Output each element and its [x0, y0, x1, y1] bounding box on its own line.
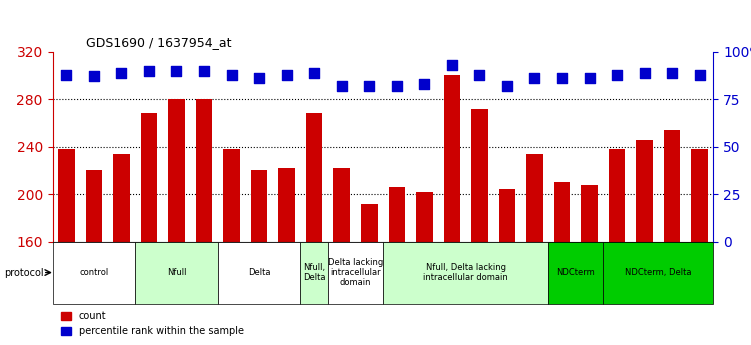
Point	[418, 81, 430, 87]
Text: GDS1690 / 1637954_at: GDS1690 / 1637954_at	[86, 36, 231, 49]
Bar	[279, 168, 295, 345]
Text: Nfull, Delta lacking
intracellular domain: Nfull, Delta lacking intracellular domai…	[424, 263, 508, 282]
Point	[225, 72, 237, 77]
FancyBboxPatch shape	[548, 241, 603, 304]
Point	[336, 83, 348, 89]
Point	[694, 72, 706, 77]
Bar	[223, 149, 240, 345]
Point	[446, 62, 458, 68]
Bar	[388, 187, 405, 345]
Bar	[581, 185, 598, 345]
Bar	[416, 192, 433, 345]
Point	[556, 76, 568, 81]
Text: Nfull: Nfull	[167, 268, 186, 277]
Bar	[168, 99, 185, 345]
Point	[611, 72, 623, 77]
Bar	[692, 149, 708, 345]
Point	[198, 68, 210, 73]
Bar	[251, 170, 267, 345]
Point	[473, 72, 485, 77]
FancyBboxPatch shape	[53, 241, 135, 304]
FancyBboxPatch shape	[300, 241, 328, 304]
FancyBboxPatch shape	[135, 241, 218, 304]
Bar	[664, 130, 680, 345]
Text: NDCterm, Delta: NDCterm, Delta	[625, 268, 692, 277]
Bar	[306, 114, 322, 345]
Point	[391, 83, 403, 89]
Bar	[58, 149, 74, 345]
Point	[60, 72, 72, 77]
FancyBboxPatch shape	[383, 241, 548, 304]
Text: Nfull,
Delta: Nfull, Delta	[303, 263, 325, 282]
Bar	[471, 109, 487, 345]
Text: Delta: Delta	[248, 268, 270, 277]
Bar	[361, 204, 378, 345]
FancyBboxPatch shape	[603, 241, 713, 304]
Point	[584, 76, 596, 81]
Point	[170, 68, 182, 73]
Bar	[196, 99, 213, 345]
Point	[363, 83, 376, 89]
Bar	[609, 149, 626, 345]
FancyBboxPatch shape	[218, 241, 300, 304]
Legend: count, percentile rank within the sample: count, percentile rank within the sample	[57, 307, 248, 340]
Point	[666, 70, 678, 75]
Text: protocol: protocol	[4, 268, 44, 277]
Bar	[140, 114, 157, 345]
Point	[88, 73, 100, 79]
Bar	[553, 182, 570, 345]
Text: control: control	[80, 268, 108, 277]
Bar	[86, 170, 102, 345]
Point	[116, 70, 128, 75]
Point	[638, 70, 650, 75]
Bar	[333, 168, 350, 345]
Point	[143, 68, 155, 73]
Point	[501, 83, 513, 89]
Text: NDCterm: NDCterm	[556, 268, 595, 277]
Point	[281, 72, 293, 77]
Bar	[444, 76, 460, 345]
Text: Delta lacking
intracellular
domain: Delta lacking intracellular domain	[328, 258, 383, 287]
FancyBboxPatch shape	[328, 241, 383, 304]
Bar	[636, 139, 653, 345]
Bar	[526, 154, 543, 345]
Point	[308, 70, 320, 75]
Point	[529, 76, 541, 81]
Point	[253, 76, 265, 81]
Bar	[499, 189, 515, 345]
Bar	[113, 154, 130, 345]
